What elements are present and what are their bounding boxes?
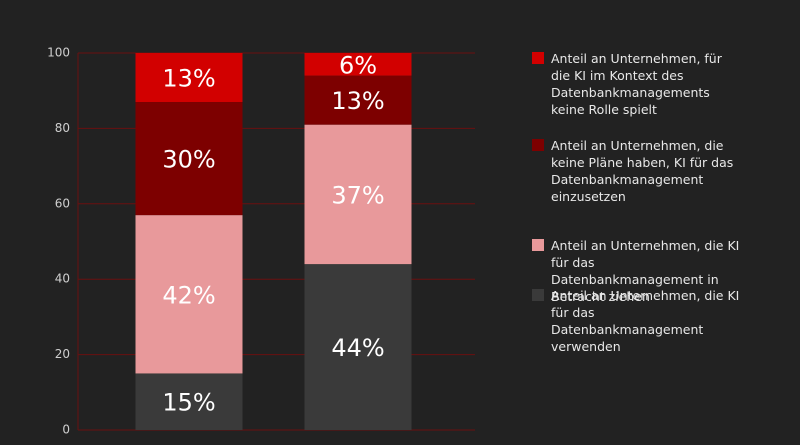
legend-item: Anteil an Unternehmen, die KI für das Da…	[532, 237, 742, 305]
legend-swatch	[532, 239, 544, 251]
y-tick-label: 20	[55, 347, 70, 361]
data-label: 44%	[331, 334, 384, 362]
bar-segment	[304, 53, 412, 76]
bar-segment	[135, 215, 243, 374]
data-label: 42%	[162, 281, 215, 309]
data-label: 37%	[331, 181, 384, 209]
legend-label: Anteil an Unternehmen, für die KI im Kon…	[551, 51, 722, 117]
legend-swatch	[532, 289, 544, 301]
y-tick-label: 80	[55, 121, 70, 135]
data-label: 30%	[162, 146, 215, 174]
legend-label: Anteil an Unternehmen, die KI für das Da…	[551, 288, 740, 354]
bar-segment	[135, 53, 243, 103]
legend-item: Anteil an Unternehmen, für die KI im Kon…	[532, 50, 742, 118]
y-tick-label: 100	[47, 46, 70, 60]
bar-segment	[304, 75, 412, 125]
legend-label: Anteil an Unternehmen, die KI für das Da…	[551, 238, 740, 304]
y-tick-label: 0	[62, 423, 70, 437]
bar-segment	[135, 373, 243, 430]
bar-segment	[135, 102, 243, 216]
legend-item: Anteil an Unternehmen, die keine Pläne h…	[532, 137, 742, 205]
data-label: 6%	[339, 51, 377, 79]
y-tick-label: 60	[55, 196, 70, 210]
bar-segment	[304, 264, 412, 430]
data-label: 13%	[162, 65, 215, 93]
data-label: 15%	[162, 389, 215, 417]
bar-segment	[304, 124, 412, 265]
legend-label: Anteil an Unternehmen, die keine Pläne h…	[551, 138, 734, 204]
legend-item: Anteil an Unternehmen, die KI für das Da…	[532, 287, 742, 355]
legend-swatch	[532, 139, 544, 151]
y-tick-label: 40	[55, 272, 70, 286]
legend-swatch	[532, 52, 544, 64]
data-label: 13%	[331, 87, 384, 115]
